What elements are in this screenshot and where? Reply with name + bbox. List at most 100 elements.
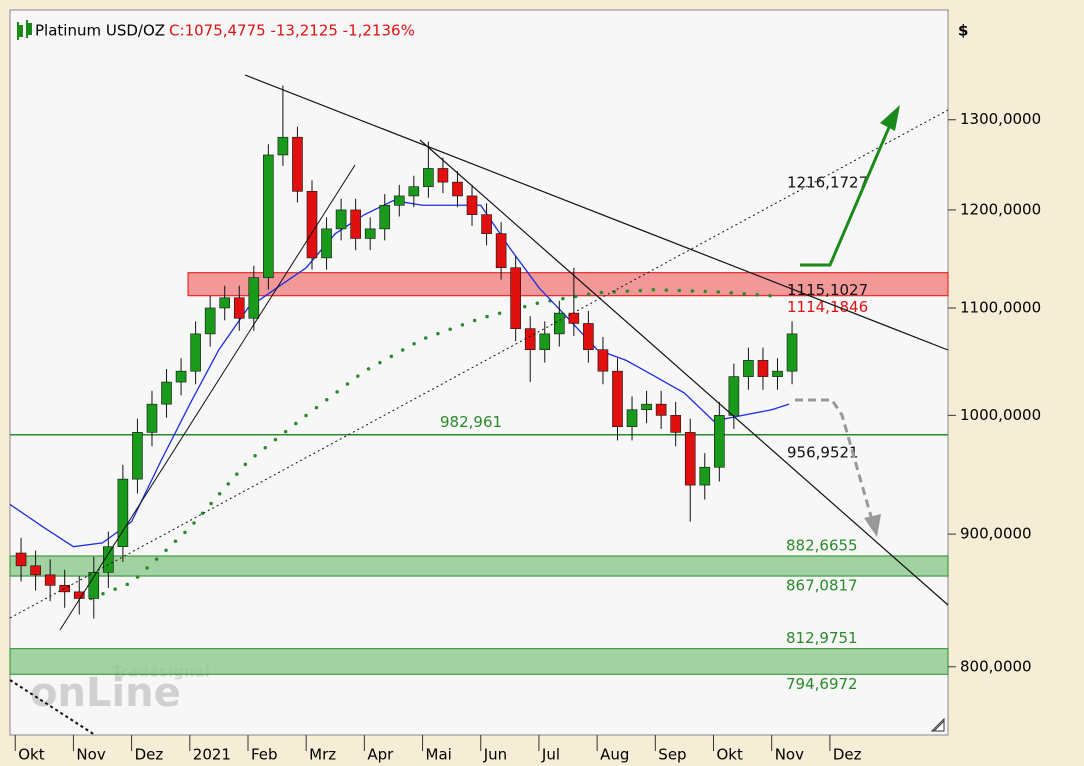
x-tick-label: Dez <box>135 746 164 764</box>
x-tick-label: Mai <box>426 746 452 764</box>
x-tick-label: Feb <box>251 746 278 764</box>
candle-body <box>146 403 158 433</box>
y-tick-label: 1300,0000 <box>960 110 1041 128</box>
forecast-arrow <box>800 124 892 267</box>
candle-body <box>73 591 85 599</box>
candle-body <box>641 403 652 411</box>
candle-body <box>408 186 420 197</box>
candle-body <box>306 191 318 259</box>
chart-title: Platinum USD/OZ <box>35 22 165 40</box>
candle-body <box>233 297 245 319</box>
candle-body <box>175 370 187 383</box>
candle-body <box>161 381 172 405</box>
x-tick-label: Nov <box>76 746 105 764</box>
candle-body <box>379 204 391 230</box>
trendline <box>59 164 356 631</box>
candle-body <box>597 349 609 372</box>
moving-average <box>9 199 790 548</box>
x-tick-label: 2021 <box>193 746 231 764</box>
candle-body <box>132 432 143 480</box>
candle-body <box>481 214 492 234</box>
candle-body <box>59 584 70 593</box>
trendline <box>9 679 96 736</box>
candle-body <box>103 546 114 573</box>
candle-body <box>786 333 798 372</box>
forecast-arrow <box>795 398 874 521</box>
candle-body <box>248 277 260 319</box>
quote: C:1075,4775 -13,2125 -1,2136% <box>169 22 415 40</box>
candle-body <box>466 195 478 215</box>
candle-body <box>554 312 565 335</box>
candle-body <box>699 466 711 486</box>
y-tick-label: 1100,0000 <box>960 298 1041 316</box>
x-tick-label: Jul <box>541 746 560 764</box>
candle-body <box>612 370 623 427</box>
zone-label: 882,6655 <box>786 536 858 554</box>
candle-body <box>524 328 536 351</box>
trendline <box>419 139 949 606</box>
header: Platinum USD/OZ C:1075,4775 -13,2125 -1,… <box>17 20 968 40</box>
candle-body <box>393 195 405 206</box>
candle-body <box>30 565 41 576</box>
resize-icon <box>930 717 945 732</box>
y-axis-label: $ <box>958 22 968 40</box>
candle-body <box>670 415 681 433</box>
y-tick-label: 1000,0000 <box>960 406 1041 424</box>
arrow-head <box>864 514 881 537</box>
level-label: 982,961 <box>440 413 502 431</box>
candle-body <box>335 209 347 230</box>
candle-body <box>757 360 769 377</box>
candle-body <box>510 267 521 329</box>
x-tick-label: Dez <box>833 746 862 764</box>
level-label: 1115,1027 <box>787 281 868 299</box>
candle-body <box>728 376 740 416</box>
level-label: 956,9521 <box>787 443 859 461</box>
candle-body <box>437 168 449 183</box>
x-tick-label: Okt <box>18 746 44 764</box>
candle-body <box>452 181 463 197</box>
watermark-logo: onLine <box>30 670 181 716</box>
candle-body <box>539 333 551 351</box>
zone <box>9 648 949 675</box>
x-tick-label: Aug <box>600 746 629 764</box>
candle-body <box>568 312 580 324</box>
x-tick-label: Nov <box>775 746 804 764</box>
candle-body <box>292 136 303 192</box>
candle-body <box>321 228 332 259</box>
candle-body <box>190 333 201 372</box>
candle-body <box>583 323 594 351</box>
arrow-head <box>880 105 900 131</box>
candle-icon <box>17 20 32 40</box>
x-tick-label: Mrz <box>309 746 336 764</box>
candle-body <box>495 233 507 269</box>
candle-body <box>626 409 638 427</box>
level-label: 1114,1846 <box>787 298 868 316</box>
zone <box>187 272 949 297</box>
candle-body <box>714 415 725 468</box>
plot-area <box>9 9 949 736</box>
x-tick-label: Jun <box>483 746 507 764</box>
candle-body <box>364 228 376 239</box>
y-tick-label: 900,0000 <box>960 525 1032 543</box>
x-tick-label: Apr <box>367 746 394 764</box>
candle-body <box>117 478 129 547</box>
candle-body <box>204 307 216 335</box>
zone-label: 867,0817 <box>786 577 858 595</box>
candle-body <box>277 136 289 156</box>
candle-body <box>772 370 783 377</box>
y-tick-label: 800,0000 <box>960 657 1032 675</box>
candle-body <box>350 209 361 239</box>
candle-body <box>263 154 274 278</box>
candle-body <box>44 574 56 586</box>
candle-body <box>219 297 231 309</box>
candle-body <box>15 552 27 567</box>
x-tick-label: Sep <box>658 746 686 764</box>
zone-label: 812,9751 <box>786 629 858 647</box>
candle-body <box>655 403 667 416</box>
candle-body <box>423 168 434 188</box>
zone-label: 794,6972 <box>786 675 858 693</box>
plot-layer: TradesignalonLine882,6655867,0817812,975… <box>9 85 949 716</box>
trendlines <box>9 74 949 736</box>
x-tick-label: Okt <box>717 746 743 764</box>
